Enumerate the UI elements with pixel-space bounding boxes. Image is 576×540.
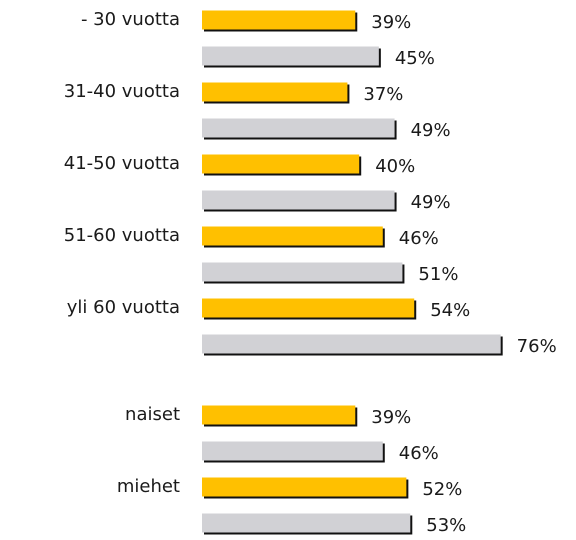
value-label: 49% — [411, 192, 451, 213]
value-label: 39% — [371, 12, 411, 33]
value-label: 39% — [371, 407, 411, 428]
value-label: 53% — [426, 515, 466, 536]
bar — [202, 513, 411, 533]
value-label: 46% — [399, 443, 439, 464]
category-label: - 30 vuotta — [81, 9, 180, 30]
bar — [202, 154, 360, 174]
category-label: miehet — [117, 476, 180, 497]
bar — [202, 118, 395, 138]
bar — [202, 441, 383, 461]
value-label: 45% — [395, 48, 435, 69]
value-label: 49% — [411, 120, 451, 141]
category-label: naiset — [125, 404, 180, 425]
category-label: 41-50 vuotta — [64, 153, 180, 174]
bar — [202, 298, 415, 318]
bar — [202, 10, 356, 30]
value-label: 51% — [418, 264, 458, 285]
category-label: 51-60 vuotta — [64, 225, 180, 246]
category-label: 31-40 vuotta — [64, 81, 180, 102]
value-label: 37% — [363, 84, 403, 105]
bar — [202, 82, 348, 102]
bar — [202, 262, 403, 282]
value-label: 46% — [399, 228, 439, 249]
bar — [202, 334, 501, 354]
bar — [202, 226, 383, 246]
bar — [202, 477, 407, 497]
value-label: 40% — [375, 156, 415, 177]
bar — [202, 190, 395, 210]
value-label: 52% — [422, 479, 462, 500]
category-label: yli 60 vuotta — [67, 297, 180, 318]
bar — [202, 46, 379, 66]
value-label: 76% — [517, 336, 557, 357]
bar — [202, 405, 356, 425]
value-label: 54% — [430, 300, 470, 321]
